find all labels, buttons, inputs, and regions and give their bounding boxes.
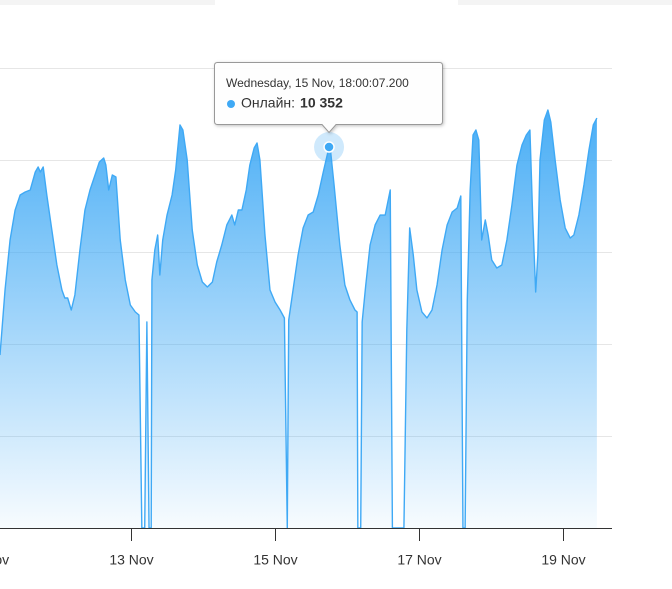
- x-tick-label: 17 Nov: [397, 552, 441, 568]
- tooltip-label: Онлайн:: [241, 95, 295, 111]
- area-line: [0, 109, 598, 529]
- tooltip-header: Wednesday, 15 Nov, 18:00:07.200: [226, 76, 409, 90]
- x-tick-label: 15 Nov: [253, 552, 297, 568]
- top-strip: [0, 0, 215, 5]
- tooltip: Wednesday, 15 Nov, 18:00:07.200 Онлайн: 10…: [214, 62, 443, 163]
- x-tick-label: 11 Nov: [0, 552, 9, 568]
- area-fill: [0, 109, 597, 529]
- top-strip: [458, 0, 672, 5]
- plot-area: [0, 109, 598, 529]
- x-tick-label: 13 Nov: [109, 552, 153, 568]
- x-axis: 11 Nov 13 Nov 15 Nov 17 Nov 19 Nov: [0, 528, 586, 568]
- tooltip-value: 10 352: [300, 95, 343, 111]
- tooltip-bullet: [227, 100, 235, 108]
- x-tick-label: 19 Nov: [541, 552, 585, 568]
- hover-marker: [323, 141, 335, 153]
- tooltip-box: [214, 62, 443, 134]
